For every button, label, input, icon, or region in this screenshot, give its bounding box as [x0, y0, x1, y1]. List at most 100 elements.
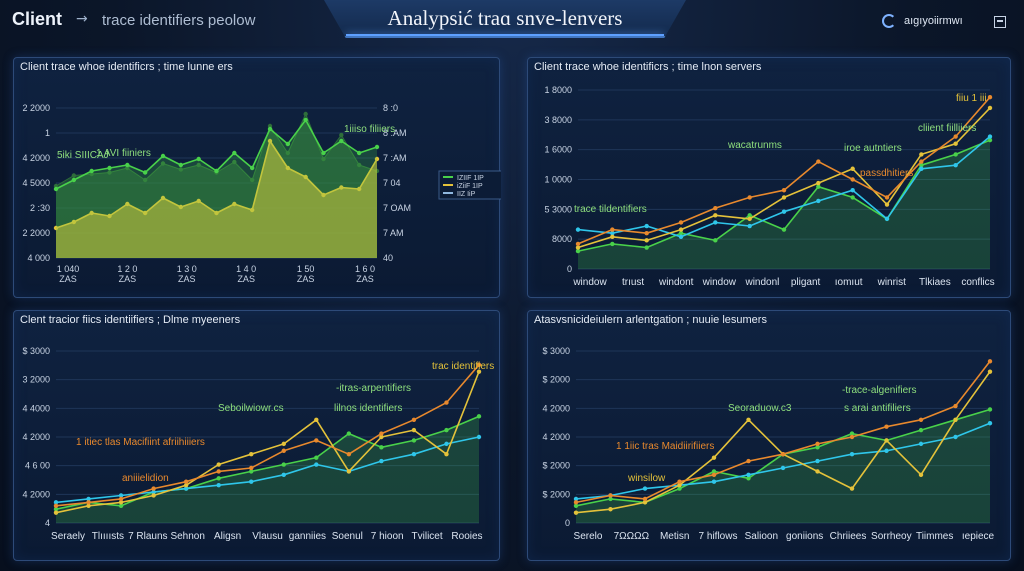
- x-tick-label: trıust: [622, 277, 644, 288]
- panel-title: Atasvsnicideiulern arlentgation ; nuuie …: [534, 314, 767, 326]
- data-point-orange: [281, 448, 286, 453]
- data-point-orange: [678, 220, 684, 225]
- data-point-cyan: [183, 486, 189, 491]
- data-point-green-area: [476, 414, 482, 419]
- data-point-yellow: [746, 417, 751, 422]
- chart-panel-4: Atasvsnicideiulern arlentgation ; nuuie …: [527, 310, 1011, 561]
- x-tick-sublabel: ZAS: [237, 274, 255, 284]
- data-point-aggregate: [196, 162, 201, 168]
- data-point-cyan: [575, 227, 581, 232]
- data-point-cyan: [379, 458, 384, 464]
- data-point-latency: [321, 150, 326, 156]
- data-point-throughput: [107, 213, 112, 219]
- data-point-cyan: [86, 496, 91, 502]
- data-point-yellow: [642, 500, 648, 505]
- breadcrumb-page[interactable]: trace identifiers peolow: [102, 12, 256, 29]
- y-tick-label: $ 3000: [22, 346, 50, 356]
- data-point-cyan: [573, 496, 579, 502]
- data-point-cyan: [151, 489, 156, 495]
- y-tick-label: $ 2000: [542, 375, 570, 385]
- data-point-latency: [303, 117, 308, 123]
- data-point-latency: [196, 156, 201, 162]
- menu-icon[interactable]: [994, 16, 1006, 28]
- data-point-orange: [987, 94, 993, 100]
- search-icon[interactable]: [882, 14, 896, 28]
- data-point-aggregate: [160, 161, 166, 166]
- panel-title: Clent tracior fiics identiifiers ; Dlme …: [20, 314, 241, 326]
- y-tick-label: 4 2000: [22, 153, 50, 163]
- annotation-label: s arai antifiliers: [844, 403, 911, 414]
- line-chart[interactable]: $ 3000 3 2000 4 4000 4 2000 4 6 00 4 2000 4Ser…: [14, 311, 501, 562]
- data-point-orange: [314, 438, 319, 443]
- data-point-orange: [118, 496, 124, 502]
- data-point-throughput: [196, 198, 201, 204]
- data-point-cyan: [953, 434, 958, 440]
- annotation-label: 1 1iic tras Maidiirifiiers: [616, 441, 714, 452]
- series-area-green-area: [56, 416, 479, 523]
- x-tick-label: Aligsn: [214, 531, 241, 542]
- data-point-throughput: [285, 165, 291, 171]
- data-point-orange: [346, 452, 352, 457]
- annotation-label: trace tildentifiers: [574, 204, 647, 215]
- x-tick-label: Sorrheoy: [871, 531, 912, 542]
- data-point-yellow: [444, 452, 449, 457]
- data-point-yellow: [281, 441, 286, 447]
- user-name[interactable]: aıgıyoiirmwı: [904, 15, 963, 27]
- data-point-throughput: [214, 210, 219, 216]
- data-point-cyan: [249, 479, 254, 484]
- y-tick-label: 3 2000: [22, 375, 50, 385]
- x-tick-label: Soenul: [332, 531, 363, 542]
- data-point-yellow: [953, 417, 958, 422]
- data-point-cyan: [781, 209, 787, 214]
- data-point-aggregate: [107, 170, 112, 175]
- data-point-orange: [677, 479, 682, 484]
- x-tick-label: Salioon: [745, 531, 778, 542]
- data-point-aggregate: [178, 167, 184, 172]
- data-point-throughput: [267, 138, 273, 144]
- data-point-orange: [216, 469, 221, 474]
- data-point-yellow: [677, 482, 682, 488]
- data-point-throughput: [89, 210, 94, 216]
- data-point-yellow: [884, 438, 889, 443]
- line-chart[interactable]: $ 3000 $ 2000 4 2000 4 2000 $ 2000 $ 2000 0 Ser…: [528, 311, 1012, 562]
- x-tick-label: 1 4 0: [236, 264, 256, 274]
- breadcrumb-root[interactable]: Client: [12, 9, 63, 29]
- data-point-yellow: [919, 152, 924, 157]
- data-point-cyan: [850, 188, 855, 193]
- y-tick-label: 1: [45, 128, 50, 138]
- data-point-orange: [713, 205, 718, 211]
- annotation-label: fiiu 1 iii: [956, 93, 987, 104]
- data-point-orange: [884, 195, 890, 200]
- data-point-aggregate: [249, 177, 255, 183]
- data-point-cyan: [849, 452, 855, 457]
- series-line-orange: [55, 364, 480, 507]
- data-point-orange: [747, 195, 752, 200]
- x-tick-label: 1 2 0: [117, 264, 137, 274]
- annotation-label: Seoraduow.c3: [728, 403, 792, 414]
- legend-label: IZIIF 1IP: [457, 175, 484, 182]
- data-point-orange: [53, 503, 59, 508]
- data-point-green-area: [919, 162, 924, 168]
- data-point-yellow: [987, 369, 993, 374]
- data-point-green-area: [781, 227, 787, 232]
- data-point-yellow: [183, 482, 189, 488]
- x-tick-label: Tlıııısts: [92, 531, 124, 542]
- x-tick-label: ıepiece: [962, 531, 995, 542]
- x-tick-label: 7 Rlauns: [128, 531, 167, 542]
- annotation-label: 1 itiec tlas Macifiint afriihiiiers: [76, 437, 205, 448]
- area-chart[interactable]: 2 2000 1 4 2000 4 5000 2 :30 2 2000 4 000 8 :0 8…: [14, 58, 501, 299]
- y-tick-label: 1 0000: [544, 175, 572, 185]
- annotation-label: aniiielidion: [122, 473, 169, 484]
- x-tick-label: 1 6 0: [355, 264, 375, 274]
- x-tick-label: Chriiees: [830, 531, 867, 542]
- data-point-yellow: [476, 369, 482, 374]
- data-point-yellow: [987, 105, 993, 111]
- data-point-throughput: [142, 210, 148, 216]
- data-point-aggregate: [71, 173, 77, 178]
- x-tick-label: 7 hiflows: [699, 531, 738, 542]
- y-tick-label: 3 8000: [544, 115, 572, 125]
- data-point-cyan: [747, 223, 752, 229]
- annotation-label: lilnos identifiers: [334, 403, 402, 414]
- data-point-cyan: [678, 234, 684, 239]
